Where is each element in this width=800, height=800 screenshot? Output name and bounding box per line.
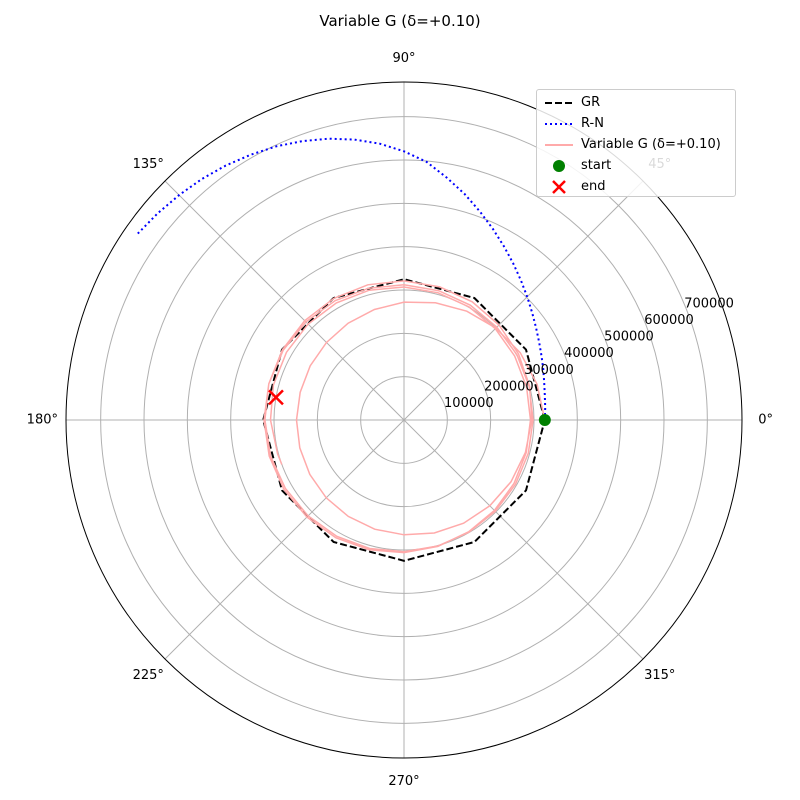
angle-tick-label-5: 225° xyxy=(133,668,164,683)
series-line-1 xyxy=(137,137,547,421)
radial-gridline-3 xyxy=(230,246,578,594)
legend-label-variable-g: Variable G (δ=+0.10) xyxy=(581,137,721,152)
angle-tick-label-0: 0° xyxy=(758,413,773,428)
angle-gridline-7 xyxy=(403,419,644,660)
legend-label-gr: GR xyxy=(581,95,601,110)
legend: GR R-N Variable G (δ=+0.10) start end xyxy=(536,89,736,197)
angle-tick-label-6: 270° xyxy=(388,774,419,789)
series-line-0 xyxy=(262,278,546,562)
angle-gridline-3 xyxy=(164,180,405,421)
legend-label-rn: R-N xyxy=(581,116,604,131)
radial-gridline-6 xyxy=(100,116,708,724)
chart-title: Variable G (δ=+0.10) xyxy=(319,12,481,30)
radial-gridline-5 xyxy=(143,159,665,681)
legend-label-end: end xyxy=(581,179,606,194)
radial-tick-label-4: 500000 xyxy=(604,330,654,345)
radial-gridline-4 xyxy=(186,202,622,638)
label-layer: 0°45°90°135°180°225°270°315°100000200000… xyxy=(27,51,773,789)
angle-gridline-5 xyxy=(164,419,405,660)
polar-frame xyxy=(65,81,743,759)
marker-start xyxy=(538,414,551,426)
radial-gridline-0 xyxy=(360,376,448,464)
radial-tick-label-0: 100000 xyxy=(444,396,494,411)
radial-gridline-1 xyxy=(316,332,492,508)
radial-tick-label-6: 700000 xyxy=(684,296,734,311)
legend-key-start xyxy=(553,160,565,172)
marker-end-stroke-b xyxy=(268,389,284,406)
series-line-2 xyxy=(263,280,546,554)
series-layer xyxy=(137,137,547,562)
legend-item-start: start xyxy=(537,156,737,176)
grid-layer xyxy=(65,81,743,759)
radial-tick-label-5: 600000 xyxy=(644,313,694,328)
legend-item-variable-g: Variable G (δ=+0.10) xyxy=(537,135,737,155)
angle-tick-label-4: 180° xyxy=(27,413,58,428)
legend-key-variable-g xyxy=(545,144,573,146)
radial-tick-label-3: 400000 xyxy=(564,346,614,361)
legend-item-end: end xyxy=(537,177,737,197)
legend-key-end xyxy=(552,180,566,194)
angle-tick-label-2: 90° xyxy=(392,51,415,66)
radial-tick-label-1: 200000 xyxy=(484,379,534,394)
legend-label-start: start xyxy=(581,158,612,173)
legend-item-gr: GR xyxy=(537,93,737,113)
angle-tick-label-3: 135° xyxy=(133,157,164,172)
marker-layer xyxy=(268,389,551,426)
legend-item-rn: R-N xyxy=(537,114,737,134)
radial-tick-label-2: 300000 xyxy=(524,363,574,378)
radial-gridline-2 xyxy=(273,289,535,551)
legend-key-rn xyxy=(545,123,573,125)
angle-gridline-1 xyxy=(403,180,644,421)
angle-tick-label-7: 315° xyxy=(644,668,675,683)
legend-key-gr xyxy=(545,102,573,104)
marker-end xyxy=(268,389,284,406)
